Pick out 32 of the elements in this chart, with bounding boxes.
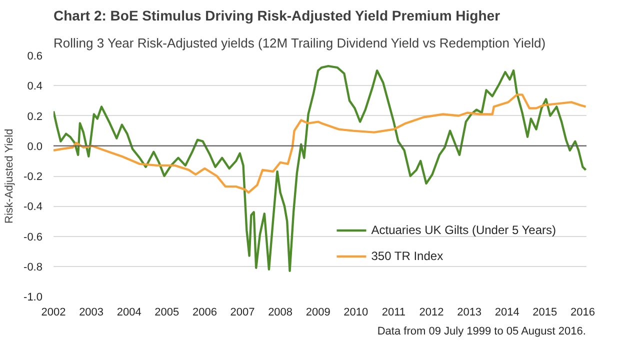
y-tick-label: -0.2 [24, 171, 43, 183]
x-tick-label: 2004 [116, 306, 142, 318]
x-tick-label: 2008 [268, 306, 293, 318]
y-tick-label: -0.8 [24, 261, 43, 274]
line-series [54, 64, 586, 272]
y-tick-label: -1.0 [24, 292, 43, 304]
x-tick-label: 2007 [230, 306, 255, 318]
x-tick-label: 2013 [457, 306, 482, 318]
x-tick-label: 2012 [419, 306, 444, 318]
x-tick-label: 2006 [192, 306, 217, 318]
legend-label: 350 TR Index [371, 249, 444, 263]
chart-subtitle: Rolling 3 Year Risk-Adjusted yields (12M Trailing Dividend Yield vs Redemption Yield) [54, 36, 546, 50]
x-tick-label: 2014 [494, 306, 520, 318]
y-tick-label: 0.4 [27, 80, 43, 93]
chart-title: Chart 2: BoE Stimulus Driving Risk-Adjusted Yield Premium Higher [54, 8, 501, 24]
x-tick-label: 2005 [154, 306, 180, 318]
x-tick-label: 2010 [344, 306, 368, 318]
line-series [54, 94, 586, 194]
x-tick-label: 2016 [570, 306, 595, 318]
x-tick-label: 2003 [79, 306, 104, 318]
y-tick-label: 0.6 [27, 50, 43, 62]
y-tick-label: -0.4 [24, 201, 43, 214]
text: Data from 09 July 1999 to 05 August 2016. [377, 326, 586, 338]
x-tick-label: 2011 [382, 306, 406, 318]
x-tick-label: 2002 [41, 306, 66, 318]
legend-label: Actuaries UK Gilts (Under 5 Years) [371, 223, 556, 237]
y-axis-title: Risk-Adjusted Yield [4, 128, 16, 224]
y-tick-label: 0.2 [27, 110, 43, 123]
x-tick-label: 2015 [532, 306, 558, 318]
x-tick-label: 2009 [306, 306, 330, 318]
y-tick-label: -0.6 [24, 231, 43, 244]
y-tick-label: 0.0 [27, 140, 43, 153]
